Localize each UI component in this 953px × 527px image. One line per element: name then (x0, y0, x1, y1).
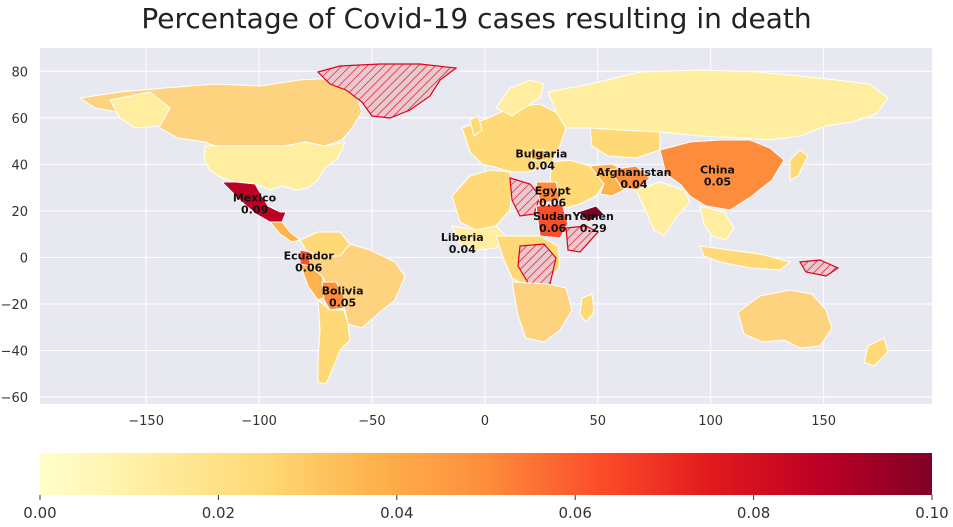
y-tick-label: −40 (1, 344, 28, 359)
annotation-country-name: Bolivia (322, 285, 364, 298)
annotation-value: 0.29 (580, 222, 607, 235)
mexico-shape (220, 181, 287, 223)
annotation-value: 0.06 (539, 197, 566, 210)
sudan-shape (535, 203, 569, 239)
annotation-country-name: Ecuador (284, 250, 335, 263)
y-tick-label: 60 (11, 112, 28, 127)
annotation-value: 0.04 (449, 243, 476, 256)
libya-egypt-region-shape (509, 177, 541, 217)
map-axes: −150 −100 −50 0 50 100 150 80 60 40 20 0 −20 −40 −60 (1, 65, 836, 429)
x-tick-label: 0 (481, 414, 489, 429)
yemen-shape (577, 205, 605, 223)
colorbar-gradient (40, 453, 932, 495)
australia-shape (737, 289, 833, 349)
southern-africa-shape (511, 281, 573, 343)
y-tick-label: 0 (20, 251, 28, 266)
annotation-value: 0.06 (539, 222, 566, 235)
annotation-country-name: Liberia (441, 231, 484, 244)
x-tick-label: −100 (241, 414, 277, 429)
alaska-shape (109, 91, 171, 129)
x-tick-label: −150 (128, 414, 164, 429)
y-tick-label: 20 (11, 205, 28, 220)
usa-shape (203, 141, 346, 191)
land-masses (78, 63, 889, 385)
scandinavia-shape (495, 79, 545, 117)
indonesia-shape (699, 245, 792, 271)
x-tick-label: 150 (811, 414, 836, 429)
japan-shape (789, 149, 809, 181)
x-tick-label: −50 (358, 414, 385, 429)
new-zealand-shape (863, 337, 889, 367)
y-tick-label: −20 (1, 298, 28, 313)
y-tick-label: 80 (11, 65, 28, 80)
egypt-shape (535, 181, 561, 205)
annotation-value: 0.05 (704, 176, 731, 189)
colorbar-tick-label: 0.06 (558, 504, 591, 522)
colorbar-ticks: 0.00 0.02 0.04 0.06 0.08 0.10 (23, 495, 949, 522)
annotation-value: 0.04 (528, 159, 555, 172)
china-shape (659, 139, 785, 211)
colorbar-tick-label: 0.00 (23, 504, 56, 522)
kazakhstan-shape (589, 127, 661, 159)
southeast-asia-shape (699, 205, 735, 241)
annotation-country-name: Afghanistan (596, 166, 671, 179)
x-tick-label: 100 (698, 414, 723, 429)
colorbar-tick-label: 0.08 (737, 504, 770, 522)
annotation-country-name: Egypt (535, 185, 571, 198)
annotation-country-name: China (700, 164, 735, 177)
bolivia-shape (321, 281, 345, 311)
papua-new-guinea-shape (798, 259, 840, 277)
horn-of-africa-shape (565, 225, 599, 253)
country-annotations: Mexico0.09Bulgaria0.04Afghanistan0.04Chi… (233, 147, 735, 309)
annotation-country-name: Bulgaria (515, 147, 567, 160)
annotation-country-name: Sudan (533, 210, 572, 223)
colorbar-tick-label: 0.04 (380, 504, 413, 522)
map-title: Percentage of Covid-19 cases resulting i… (141, 2, 812, 35)
annotation-value: 0.05 (329, 297, 356, 310)
afghanistan-shape (609, 165, 651, 191)
brazil-shape (309, 243, 406, 329)
annotation-country-name: Yemen (572, 210, 614, 223)
madagascar-shape (579, 293, 595, 323)
x-tick-label: 50 (590, 414, 607, 429)
uk-shape (469, 115, 483, 137)
bulgaria-shape (529, 149, 547, 161)
colorbar: 0.00 0.02 0.04 0.06 0.08 0.10 (23, 453, 949, 522)
annotation-value: 0.04 (620, 178, 647, 191)
y-tick-label: 40 (11, 158, 28, 173)
annotation-value: 0.09 (241, 204, 268, 217)
colorbar-tick-label: 0.10 (915, 504, 948, 522)
argentina-chile-shape (317, 298, 351, 385)
colorbar-tick-label: 0.02 (202, 504, 235, 522)
north-africa-shape (451, 169, 513, 231)
greenland-shape (316, 63, 458, 119)
india-shape (635, 181, 691, 237)
y-tick-label: −60 (1, 391, 28, 406)
annotation-country-name: Mexico (233, 192, 277, 205)
annotation-value: 0.06 (295, 262, 322, 275)
